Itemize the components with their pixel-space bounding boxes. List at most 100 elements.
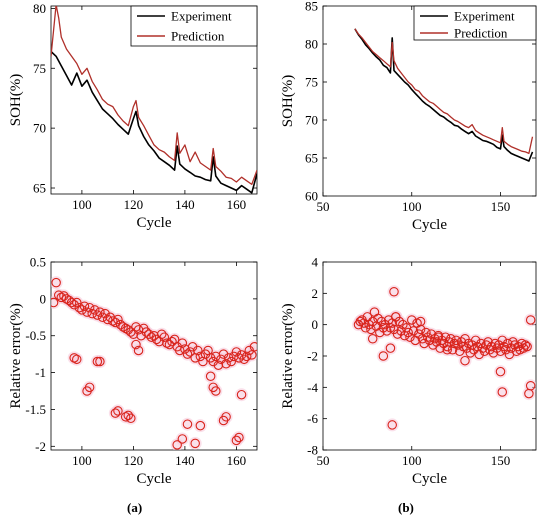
legend-box <box>413 5 537 41</box>
data-point <box>406 315 417 325</box>
data-point <box>84 302 95 313</box>
data-point <box>126 413 136 424</box>
data-point <box>373 313 383 324</box>
data-point <box>360 323 371 333</box>
data-point <box>51 277 61 288</box>
x-tick-label: 150 <box>491 453 511 468</box>
legend-label: Prediction <box>454 26 508 41</box>
plot-area <box>352 285 536 432</box>
data-point <box>74 302 85 313</box>
data-point <box>506 343 516 353</box>
plot-area <box>354 28 534 162</box>
data-point <box>382 326 392 336</box>
x-tick-label: 100 <box>402 199 422 214</box>
data-point <box>447 344 458 355</box>
data-point <box>90 305 100 315</box>
y-tick-label: -4 <box>307 380 318 395</box>
data-point <box>221 358 231 369</box>
data-point <box>159 332 170 342</box>
series-line-experiment <box>354 28 534 162</box>
data-point <box>525 381 536 391</box>
data-point <box>522 341 532 352</box>
data-point <box>133 345 144 356</box>
y-tick-label: 80 <box>305 37 318 52</box>
data-point <box>131 339 141 350</box>
y-tick-label: -8 <box>307 443 318 458</box>
data-point <box>113 314 123 325</box>
data-point <box>398 319 408 330</box>
y-tick-label: 75 <box>305 75 318 90</box>
data-point <box>525 315 536 325</box>
x-tick-label: 100 <box>72 453 92 468</box>
x-tick-label: 120 <box>124 197 144 212</box>
data-point <box>391 312 401 322</box>
y-tick-label: -1.5 <box>25 402 46 417</box>
y-axis-label: Relative error(%) <box>280 303 296 408</box>
data-point <box>497 335 508 346</box>
data-point <box>520 340 531 350</box>
data-point <box>190 438 200 449</box>
x-tick-label: 120 <box>124 453 144 468</box>
data-point <box>162 338 172 348</box>
y-tick-label: 0 <box>40 291 47 306</box>
data-point <box>146 332 157 342</box>
data-point <box>211 386 221 396</box>
x-axis-label: Cycle <box>137 471 172 487</box>
y-tick-label: 65 <box>33 181 46 196</box>
data-point <box>195 351 206 362</box>
data-point <box>408 326 419 336</box>
data-point <box>367 334 378 344</box>
data-point <box>470 335 481 346</box>
data-point <box>460 355 470 366</box>
plot-area <box>51 276 257 450</box>
caption-a: (a) <box>127 500 143 515</box>
data-point <box>193 345 203 356</box>
y-tick-label: 4 <box>312 255 319 270</box>
data-point <box>177 434 188 444</box>
x-axis-label: Cycle <box>412 471 447 487</box>
data-point <box>392 329 403 339</box>
data-point <box>231 435 242 446</box>
x-tick-label: 100 <box>72 197 92 212</box>
data-point <box>442 344 452 355</box>
plot-area <box>51 6 257 194</box>
data-point <box>378 351 389 361</box>
y-tick-label: 75 <box>33 61 46 76</box>
caption-b: (b) <box>398 500 414 515</box>
y-tick-label: 0.5 <box>30 255 46 270</box>
data-point <box>469 344 479 355</box>
data-point <box>95 356 105 367</box>
data-point <box>123 410 134 421</box>
x-tick-label: 160 <box>227 197 247 212</box>
data-point <box>120 412 131 422</box>
data-point <box>72 354 82 365</box>
chart-b-soh: 50 100 150 60 65 70 75 80 85 Cycle SOH(%) Experimen… <box>280 0 537 233</box>
x-tick-label: 50 <box>317 199 330 214</box>
data-point <box>415 324 426 335</box>
data-point <box>53 290 64 300</box>
y-tick-label: 65 <box>305 151 318 166</box>
data-point <box>110 408 121 418</box>
data-point <box>144 329 154 340</box>
data-point <box>95 307 105 317</box>
data-point <box>156 329 167 340</box>
data-point <box>236 389 247 400</box>
y-tick-label: 80 <box>33 1 46 16</box>
data-point <box>497 387 508 397</box>
data-point <box>195 420 206 431</box>
y-tick-label: 70 <box>305 113 318 128</box>
y-axis-label: SOH(%) <box>280 75 296 128</box>
legend-label: Experiment <box>171 9 232 24</box>
y-tick-label: 0 <box>312 317 319 332</box>
data-point <box>79 301 90 311</box>
data-point <box>415 316 426 327</box>
data-point <box>376 316 387 327</box>
x-axis-label: Cycle <box>137 215 172 231</box>
data-point <box>51 297 59 308</box>
data-point <box>218 415 229 426</box>
data-point <box>453 340 463 350</box>
data-point <box>177 338 188 348</box>
data-point <box>66 297 77 308</box>
data-point <box>141 327 152 337</box>
